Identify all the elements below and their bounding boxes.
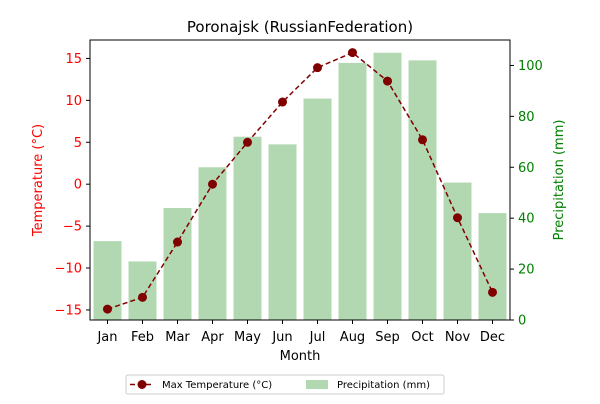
right-axis-tick-label: 100 xyxy=(518,59,543,74)
temperature-point-feb xyxy=(138,292,147,302)
x-axis-tick-label: Feb xyxy=(131,330,154,345)
temperature-line xyxy=(103,48,497,314)
temperature-point-jun xyxy=(278,97,287,107)
chart-title: Poronajsk (RussianFederation) xyxy=(187,18,413,36)
precipitation-bar-oct xyxy=(408,60,437,320)
x-axis-tick-label: Dec xyxy=(480,330,505,345)
temperature-point-nov xyxy=(453,213,462,223)
left-axis-tick-label: 5 xyxy=(74,136,82,151)
plot-frame xyxy=(89,39,511,321)
legend-box xyxy=(125,374,445,395)
temperature-point-may xyxy=(243,137,252,147)
temperature-point-sep xyxy=(383,76,392,86)
x-axis-tick-label: Jul xyxy=(309,330,326,345)
temperature-point-apr xyxy=(208,179,217,189)
right-y-axis: 0 20 40 60 80 100 xyxy=(510,59,543,329)
left-axis-tick-label: 15 xyxy=(65,52,82,67)
precipitation-bar-nov xyxy=(443,182,472,320)
x-axis-tick-label: Jan xyxy=(96,330,117,345)
temperature-line-path xyxy=(107,51,494,310)
temperature-point-oct xyxy=(418,135,427,145)
left-y-axis-label: Temperature (°C) xyxy=(31,124,46,237)
precipitation-bar-jul xyxy=(303,98,332,320)
x-axis-tick-label: Sep xyxy=(375,330,400,345)
temperature-point-dec xyxy=(488,287,497,297)
x-axis-tick-label: Oct xyxy=(411,330,433,345)
right-axis-tick-label: 80 xyxy=(518,110,535,125)
temperature-point-aug xyxy=(348,48,357,58)
x-axis-tick-label: Aug xyxy=(340,330,365,345)
left-axis-tick-label: −10 xyxy=(55,262,82,277)
legend-label-precipitation: Precipitation (mm) xyxy=(337,380,430,391)
x-axis-label: Month xyxy=(280,349,321,364)
temperature-point-jul xyxy=(313,63,322,73)
x-axis-tick-label: Mar xyxy=(165,330,190,345)
left-axis-tick-label: 0 xyxy=(74,178,82,193)
precipitation-bar-apr xyxy=(198,167,227,320)
temperature-point-mar xyxy=(173,237,182,247)
precipitation-bar-sep xyxy=(373,52,402,321)
legend-marker-swatch xyxy=(137,380,147,389)
right-axis-tick-label: 20 xyxy=(518,263,535,278)
right-axis-tick-label: 60 xyxy=(518,161,535,176)
x-axis-tick-label: Nov xyxy=(445,330,471,345)
precipitation-bar-may xyxy=(233,136,262,320)
precipitation-bar-dec xyxy=(478,213,507,320)
left-axis-tick-label: −5 xyxy=(63,220,82,235)
right-axis-tick-label: 40 xyxy=(518,212,535,227)
left-axis-tick-label: 10 xyxy=(65,94,82,109)
left-y-axis: −15 −10 −5 0 5 10 15 xyxy=(55,52,90,318)
precipitation-bar-jun xyxy=(268,144,297,320)
legend-bar-swatch xyxy=(306,380,328,389)
right-y-axis-label: Precipitation (mm) xyxy=(552,120,567,241)
precipitation-bar-feb xyxy=(128,261,157,320)
left-axis-tick-label: −15 xyxy=(55,303,82,318)
legend: Max Temperature (°C) Precipitation (mm) xyxy=(125,374,445,395)
x-axis-tick-label: Apr xyxy=(201,330,224,345)
x-axis-tick-label: May xyxy=(234,330,261,345)
x-axis-tick-label: Jun xyxy=(271,330,292,345)
x-axis: Jan Feb Mar Apr May Jun Jul Aug Sep Oct Nov Dec xyxy=(96,320,505,345)
temperature-point-jan xyxy=(103,304,112,314)
legend-label-temperature: Max Temperature (°C) xyxy=(162,380,272,391)
right-axis-tick-label: 0 xyxy=(518,314,526,329)
precipitation-bar-aug xyxy=(338,62,367,321)
